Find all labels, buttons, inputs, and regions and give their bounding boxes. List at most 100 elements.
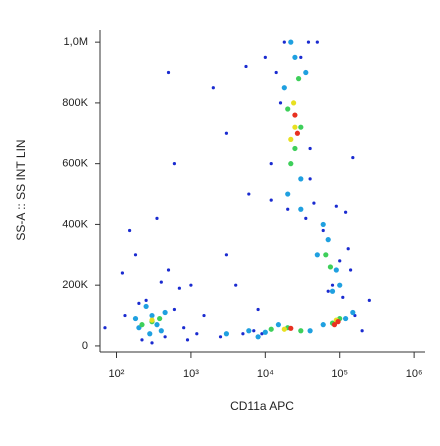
scatter-point [162, 309, 168, 316]
scatter-point [262, 329, 268, 335]
scatter-point [330, 283, 335, 287]
scatter-point [308, 177, 312, 181]
scatter-point [337, 282, 343, 288]
scatter-point [137, 301, 141, 305]
scatter-point [211, 86, 215, 90]
scatter-point [275, 322, 282, 328]
scatter-point [288, 161, 294, 167]
scatter-point [329, 288, 336, 294]
scatter-point [274, 70, 278, 75]
scatter-point [344, 210, 348, 214]
scatter-point [307, 328, 313, 334]
scatter-point [299, 55, 303, 59]
scatter-point [120, 271, 124, 275]
scatter-point [132, 315, 139, 322]
scatter-point [150, 341, 154, 345]
scatter-point [172, 162, 177, 166]
scatter-point [246, 328, 252, 334]
scatter-point [144, 298, 148, 302]
scatter-point [288, 325, 294, 331]
scatter-point [224, 253, 229, 257]
scatter-point [321, 228, 325, 233]
plot-points [103, 39, 371, 345]
scatter-point [334, 204, 338, 208]
scatter-point [166, 70, 171, 75]
scatter-point [292, 124, 298, 130]
scatter-point [252, 329, 256, 333]
scatter-point [149, 312, 155, 319]
scatter-point [241, 332, 245, 336]
scatter-point [338, 259, 342, 263]
scatter-point [350, 309, 356, 316]
scatter-point [298, 176, 304, 182]
y-tick-label: 600K [62, 158, 88, 170]
scatter-point [282, 40, 286, 44]
scatter-point [155, 216, 159, 220]
scatter-point [298, 328, 304, 334]
scatter-point [341, 295, 345, 299]
scatter-point [281, 326, 287, 332]
scatter-point [308, 146, 312, 151]
scatter-point [295, 76, 302, 82]
scatter-point [326, 289, 330, 293]
scatter-point [143, 303, 149, 310]
scatter-point [269, 198, 273, 202]
scatter-point [314, 252, 320, 258]
scatter-point [306, 40, 311, 44]
scatter-point [189, 283, 193, 287]
scatter-point [281, 85, 287, 91]
x-tick-label: 10⁴ [257, 368, 274, 380]
y-tick-label: 400K [62, 218, 88, 230]
scatter-point [268, 326, 274, 332]
scatter-point [166, 268, 171, 272]
scatter-point [323, 252, 329, 258]
scatter-point [260, 332, 264, 336]
scatter-point [103, 326, 107, 330]
scatter-point [285, 106, 291, 112]
scatter-point [315, 40, 319, 44]
y-tick-label: 1,0M [64, 36, 88, 48]
scatter-point [139, 322, 145, 328]
scatter-point [288, 39, 294, 45]
scatter-point [294, 130, 301, 136]
scatter-point [312, 201, 316, 205]
scatter-point [256, 307, 260, 312]
scatter-point [195, 332, 199, 336]
scatter-point [325, 237, 331, 243]
scatter-point [320, 322, 326, 328]
scatter-point [147, 331, 153, 337]
scatter-point [218, 335, 223, 339]
scatter-point [298, 206, 304, 212]
scatter-point [285, 191, 291, 197]
scatter-point [255, 334, 261, 340]
scatter-point [123, 313, 127, 318]
scatter-point [327, 264, 334, 270]
scatter-point [154, 322, 160, 328]
scatter-point [140, 338, 144, 342]
scatter-point [177, 286, 181, 290]
scatter-point [348, 268, 353, 272]
scatter-point [320, 221, 326, 228]
scatter-point [278, 101, 283, 105]
x-tick-label: 10² [109, 368, 125, 380]
x-tick-label: 10⁵ [331, 368, 348, 380]
scatter-point [333, 267, 339, 273]
scatter-point [367, 298, 371, 302]
scatter-point [292, 54, 298, 60]
scatter-point [292, 145, 298, 152]
scatter-point [286, 207, 290, 211]
scatter-point [298, 124, 304, 130]
scatter-point [343, 315, 349, 322]
scatter-point [335, 319, 341, 325]
scatter-point [202, 313, 206, 318]
scatter-point [288, 136, 294, 142]
scatter-point [128, 228, 132, 233]
scatter-point [331, 322, 338, 328]
scatter-point [346, 247, 350, 251]
scatter-point [163, 335, 167, 339]
scatter-point [172, 307, 177, 312]
scatter-point [247, 192, 251, 196]
scatter-point [149, 317, 155, 323]
scatter-point [224, 131, 229, 135]
